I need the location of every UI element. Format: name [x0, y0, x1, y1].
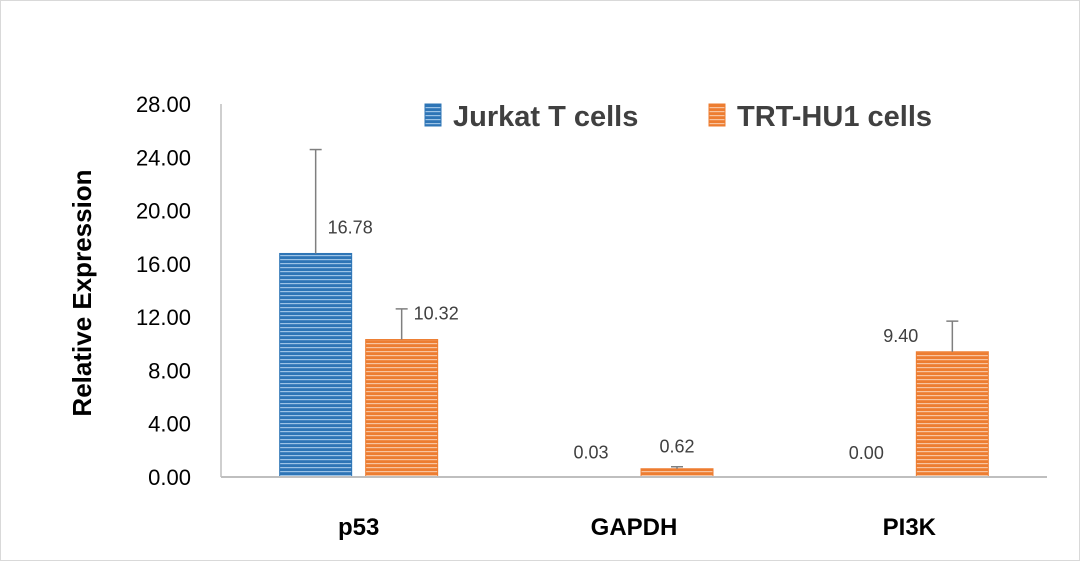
data-label: 0.62	[659, 437, 694, 457]
bar-jurkat-t-cells-p53	[279, 252, 353, 478]
y-axis-label: Relative Expression	[67, 169, 97, 416]
legend-swatch	[424, 103, 442, 127]
bar-trt-hu1-cells-pi3k	[915, 351, 989, 478]
y-tick-label: 4.00	[148, 412, 191, 437]
x-category-label: p53	[338, 514, 379, 541]
data-label: 10.32	[414, 304, 459, 324]
y-tick-label: 20.00	[136, 199, 191, 224]
data-label: 16.78	[328, 217, 373, 237]
data-label: 0.00	[849, 443, 884, 463]
y-tick-label: 0.00	[148, 465, 191, 490]
y-tick-label: 12.00	[136, 305, 191, 330]
y-tick-label: 28.00	[136, 92, 191, 117]
y-tick-label: 16.00	[136, 252, 191, 277]
legend-label: Jurkat T cells	[453, 101, 638, 133]
legend-swatch	[708, 103, 726, 127]
x-category-label: PI3K	[883, 514, 937, 541]
y-tick-label: 8.00	[148, 358, 191, 383]
data-label: 9.40	[883, 326, 918, 346]
bar-trt-hu1-cells-gapdh	[640, 468, 714, 478]
data-label: 0.03	[573, 443, 608, 463]
legend-label: TRT-HU1 cells	[737, 101, 932, 133]
y-tick-label: 24.00	[136, 145, 191, 170]
bar-trt-hu1-cells-p53	[365, 339, 439, 478]
x-category-label: GAPDH	[591, 514, 678, 541]
